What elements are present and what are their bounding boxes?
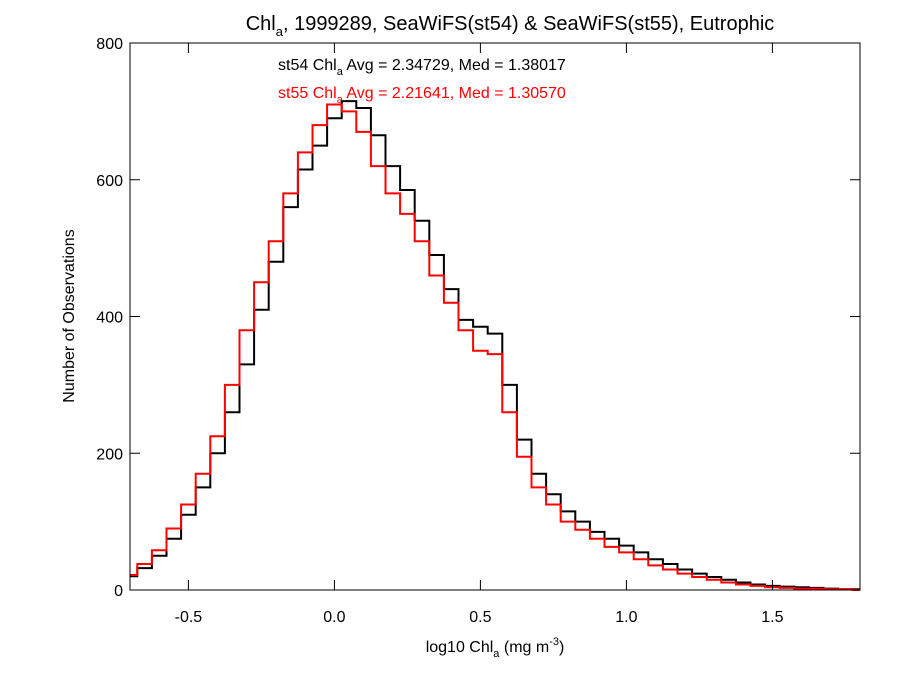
- x-axis-label: log10 Chla (mg m-3): [426, 636, 565, 660]
- y-axis-label: Number of Observations: [61, 229, 78, 402]
- x-tick-label: 0.0: [323, 609, 345, 626]
- x-axis-ticks: -0.5 0.0 0.5 1.0 1.5: [175, 43, 784, 626]
- annotation-st55: st55 Chla Avg = 2.21641, Med = 1.30570: [278, 85, 566, 106]
- y-axis-ticks: 0 200 400 600 800: [96, 36, 860, 600]
- series-line-st55: [130, 103, 860, 591]
- x-tick-label: -0.5: [175, 609, 203, 626]
- y-tick-label: 600: [96, 173, 123, 190]
- x-tick-label: 1.5: [761, 609, 783, 626]
- annotation-st54: st54 Chla Avg = 2.34729, Med = 1.38017: [278, 57, 566, 78]
- series-line-st54: [130, 100, 860, 591]
- plot-frame: [129, 42, 861, 591]
- plot-layer: [130, 100, 860, 591]
- chart-title: Chla, 1999289, SeaWiFS(st54) & SeaWiFS(s…: [246, 13, 775, 39]
- y-tick-label: 200: [96, 446, 123, 463]
- x-tick-label: 0.5: [469, 609, 491, 626]
- x-tick-label: 1.0: [615, 609, 637, 626]
- y-tick-label: 400: [96, 310, 123, 327]
- y-tick-label: 800: [96, 36, 123, 53]
- y-tick-label: 0: [114, 583, 123, 600]
